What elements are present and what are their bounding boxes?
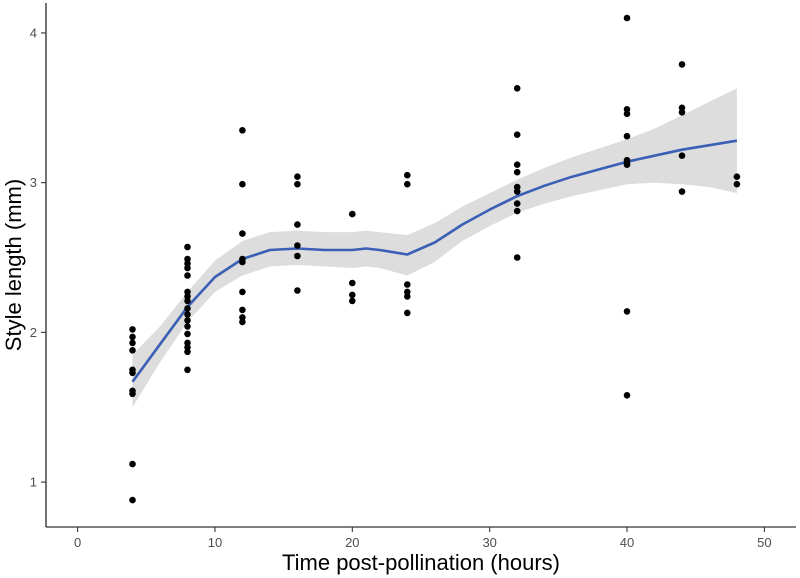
data-point bbox=[294, 173, 301, 180]
data-point bbox=[623, 110, 631, 118]
data-point bbox=[184, 264, 191, 272]
data-point bbox=[404, 171, 411, 179]
confidence-band bbox=[132, 88, 737, 408]
confidence-band-layer bbox=[132, 88, 737, 408]
data-point bbox=[513, 207, 521, 215]
data-point bbox=[513, 131, 521, 138]
data-point bbox=[294, 180, 301, 188]
data-point bbox=[349, 279, 356, 287]
x-axis-title: Time post-pollination (hours) bbox=[282, 550, 560, 575]
data-point bbox=[129, 347, 136, 354]
data-point bbox=[184, 311, 191, 318]
data-point bbox=[184, 317, 191, 324]
data-point bbox=[239, 288, 246, 296]
x-tick-label: 30 bbox=[482, 535, 496, 550]
data-point bbox=[513, 254, 521, 261]
x-tick-label: 50 bbox=[757, 535, 771, 550]
data-point bbox=[184, 272, 191, 279]
data-point bbox=[184, 305, 191, 312]
y-axis-ticks: 1 2 3 4 bbox=[30, 25, 46, 490]
smooth-fit-line bbox=[131, 139, 738, 383]
data-point bbox=[129, 496, 136, 504]
data-point bbox=[129, 326, 136, 333]
y-tick-label: 2 bbox=[30, 325, 37, 340]
data-point bbox=[239, 318, 246, 326]
data-point bbox=[239, 127, 246, 134]
data-point bbox=[513, 200, 521, 207]
data-point bbox=[404, 309, 411, 317]
data-point bbox=[129, 390, 136, 398]
data-point bbox=[239, 306, 246, 314]
data-point bbox=[294, 242, 301, 249]
data-point bbox=[678, 188, 686, 195]
data-point bbox=[404, 293, 411, 300]
axes bbox=[45, 3, 796, 528]
data-point bbox=[513, 161, 521, 168]
data-points-layer bbox=[129, 14, 741, 504]
data-point bbox=[294, 252, 301, 260]
data-point bbox=[129, 333, 136, 341]
data-point bbox=[184, 348, 191, 356]
data-point bbox=[404, 180, 411, 188]
data-point bbox=[129, 369, 136, 377]
y-tick-label: 4 bbox=[30, 25, 37, 40]
data-point bbox=[678, 109, 686, 116]
data-point bbox=[623, 132, 631, 140]
data-point bbox=[129, 339, 136, 347]
y-axis-title: Style length (mm) bbox=[1, 179, 26, 351]
data-point bbox=[349, 291, 356, 299]
data-point bbox=[239, 180, 246, 188]
x-axis-ticks: 0 10 20 30 40 50 bbox=[74, 527, 772, 550]
x-tick-label: 10 bbox=[208, 535, 222, 550]
smooth-line-layer bbox=[131, 139, 738, 383]
data-point bbox=[623, 392, 631, 399]
data-point bbox=[349, 297, 356, 305]
x-tick-label: 0 bbox=[74, 535, 81, 550]
data-point bbox=[349, 210, 356, 218]
data-point bbox=[184, 330, 191, 338]
data-point bbox=[678, 61, 686, 68]
data-point bbox=[733, 173, 741, 180]
y-tick-label: 3 bbox=[30, 175, 37, 190]
data-point bbox=[239, 230, 246, 237]
data-point bbox=[623, 14, 631, 22]
data-point bbox=[184, 297, 191, 305]
data-point bbox=[513, 85, 521, 92]
x-tick-label: 20 bbox=[345, 535, 359, 550]
data-point bbox=[678, 152, 686, 159]
x-tick-label: 40 bbox=[620, 535, 634, 550]
data-point bbox=[294, 221, 301, 228]
data-point bbox=[239, 258, 246, 266]
data-point bbox=[184, 323, 191, 330]
data-point bbox=[513, 168, 521, 176]
data-point bbox=[623, 308, 631, 315]
data-point bbox=[129, 460, 136, 468]
data-point bbox=[733, 180, 741, 188]
data-point bbox=[184, 243, 191, 251]
data-point bbox=[513, 188, 521, 195]
data-point bbox=[294, 287, 301, 294]
data-point bbox=[404, 281, 411, 288]
data-point bbox=[623, 161, 631, 168]
y-tick-label: 1 bbox=[30, 475, 37, 490]
data-point bbox=[184, 366, 191, 374]
